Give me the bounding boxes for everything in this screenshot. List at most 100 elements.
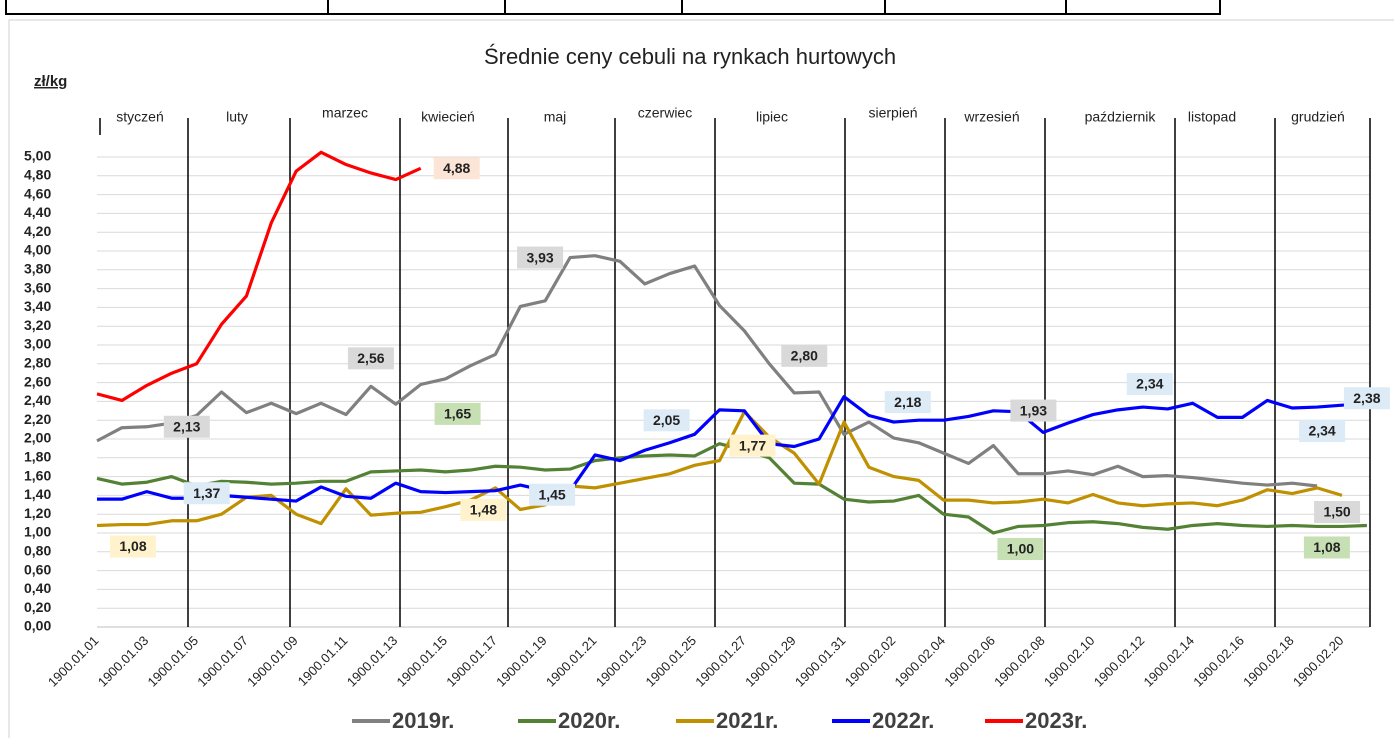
- x-tick-label: 1900.01.11: [295, 633, 351, 689]
- data-label: 1,50: [1314, 501, 1361, 523]
- data-label-box: [433, 157, 480, 180]
- y-tick-label: 3,20: [24, 317, 51, 333]
- data-label-box: [529, 483, 576, 506]
- data-label-box: [884, 391, 931, 414]
- data-label: 1,37: [183, 482, 230, 505]
- data-label-box: [517, 246, 564, 269]
- month-label: październik: [1085, 109, 1157, 125]
- month-label: czerwiec: [638, 105, 692, 121]
- y-tick-label: 2,20: [24, 411, 51, 427]
- y-tick-label: 4,20: [24, 223, 51, 239]
- chart-border: [8, 19, 1394, 743]
- y-tick-label: 0,00: [24, 618, 51, 634]
- x-tick-label: 1900.02.18: [1240, 633, 1297, 690]
- data-label-text: 1,37: [193, 485, 220, 501]
- legend-label: 2021r.: [716, 708, 778, 733]
- x-tick-label: 1900.01.23: [593, 633, 650, 690]
- y-tick-label: 1,60: [24, 467, 51, 483]
- chart-title: Średnie ceny cebuli na rynkach hurtowych: [484, 44, 896, 69]
- y-tick-label: 0,20: [24, 599, 51, 615]
- data-label-box: [1126, 373, 1173, 396]
- data-label: 1,08: [1303, 536, 1350, 559]
- data-label: 2,13: [163, 415, 210, 438]
- data-label-box: [1010, 399, 1057, 422]
- data-label: 1,77: [729, 434, 776, 457]
- x-tick-label: 1900.02.06: [941, 633, 998, 690]
- month-label: marzec: [322, 105, 368, 121]
- data-label: 1,65: [434, 402, 481, 425]
- strip-frame: [5, 0, 1221, 15]
- month-label: sierpień: [868, 105, 917, 121]
- x-tick-label: 1900.01.09: [244, 633, 301, 690]
- data-label: 1,48: [460, 498, 507, 521]
- data-label-box: [729, 434, 776, 457]
- y-tick-label: 4,60: [24, 185, 51, 201]
- x-tick-label: 1900.02.14: [1141, 633, 1198, 690]
- x-tick-label: 1900.02.08: [991, 633, 1048, 690]
- y-tick-label: 4,80: [24, 167, 51, 183]
- x-tick-label: 1900.01.25: [643, 633, 700, 690]
- data-label-box: [183, 482, 230, 505]
- series-line: [96, 254, 1318, 488]
- x-tick-label: 1900.02.16: [1190, 633, 1247, 690]
- legend-label: 2023r.: [1025, 708, 1087, 733]
- data-label-text: 1,65: [444, 406, 471, 422]
- data-label: 2,38: [1343, 387, 1390, 410]
- data-label: 1,00: [997, 538, 1044, 560]
- data-label-text: 1,08: [1313, 539, 1340, 555]
- x-tick-label: 1900.01.27: [692, 633, 749, 690]
- y-tick-label: 3,40: [24, 298, 51, 314]
- data-label-box: [347, 347, 394, 370]
- x-tick-label: 1900.02.04: [892, 633, 949, 690]
- data-label: 2,18: [884, 391, 931, 414]
- data-label-text: 1,08: [119, 538, 146, 554]
- data-label-text: 2,38: [1353, 390, 1380, 406]
- data-label-text: 2,34: [1308, 423, 1335, 439]
- y-tick-label: 3,60: [24, 279, 51, 295]
- x-tick-label: 1900.02.20: [1290, 633, 1347, 690]
- x-tick-label: 1900.01.15: [394, 633, 451, 690]
- x-tick-label: 1900.02.02: [842, 633, 899, 690]
- data-label-text: 1,93: [1020, 402, 1047, 418]
- data-label: 2,34: [1126, 373, 1173, 396]
- y-tick-label: 1,80: [24, 449, 51, 465]
- month-label: kwiecień: [421, 109, 475, 125]
- series-line: [96, 410, 1343, 528]
- y-tick-label: 4,40: [24, 204, 51, 220]
- month-label: lipiec: [756, 109, 788, 125]
- y-tick-label: 0,60: [24, 561, 51, 577]
- data-label-box: [643, 409, 690, 432]
- data-label-box: [163, 415, 210, 438]
- x-tick-label: 1900.01.05: [145, 633, 202, 690]
- data-label-box: [434, 402, 481, 425]
- data-label-text: 1,00: [1007, 541, 1034, 557]
- data-label-box: [1343, 387, 1390, 410]
- month-label: listopad: [1188, 109, 1236, 125]
- data-label-text: 1,50: [1323, 504, 1350, 520]
- y-tick-label: 2,00: [24, 430, 51, 446]
- x-tick-label: 1900.01.17: [443, 633, 500, 690]
- data-label: 1,93: [1010, 399, 1057, 422]
- data-label: 2,80: [781, 344, 828, 367]
- x-tick-label: 1900.01.03: [95, 633, 152, 690]
- legend-label: 2019r.: [392, 708, 454, 733]
- y-tick-label: 1,00: [24, 524, 51, 540]
- data-label-box: [1303, 536, 1350, 559]
- data-label-text: 2,13: [173, 418, 200, 434]
- top-strip: [5, 0, 1221, 15]
- data-label-box: [460, 498, 507, 521]
- data-label: 4,88: [433, 157, 480, 180]
- y-tick-label: 1,20: [24, 505, 51, 521]
- data-label-text: 1,77: [739, 437, 766, 453]
- data-label-text: 1,48: [470, 502, 497, 518]
- x-tick-label: 1900.01.21: [543, 633, 600, 690]
- x-tick-label: 1900.01.29: [742, 633, 799, 690]
- data-label: 2,05: [643, 409, 690, 432]
- data-label: 2,56: [347, 347, 394, 370]
- data-label-text: 2,34: [1136, 376, 1163, 392]
- x-tick-label: 1900.01.31: [792, 633, 849, 690]
- data-label-text: 1,45: [538, 486, 565, 502]
- data-label-text: 2,80: [791, 348, 818, 364]
- series-line: [96, 442, 1367, 535]
